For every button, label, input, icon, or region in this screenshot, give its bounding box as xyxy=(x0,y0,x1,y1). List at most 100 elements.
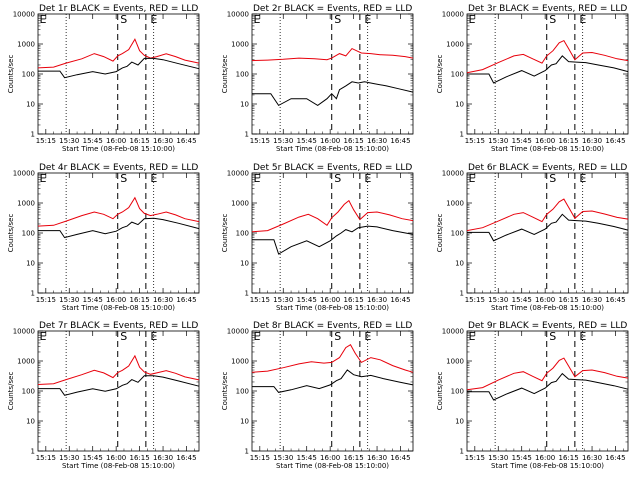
edge-marker-label: E xyxy=(40,330,47,343)
y-tick-label: 1 xyxy=(460,448,464,456)
panel-3: Det 3r BLACK = Events, RED = LLD 1 10 100 10… xyxy=(436,4,629,153)
y-axis-label: Counts/sec xyxy=(436,372,444,411)
x-tick-label: 15:30 xyxy=(59,137,79,145)
plot-frame xyxy=(251,330,414,452)
lld-series-line xyxy=(251,47,414,62)
x-tick-label: 16:45 xyxy=(605,454,625,462)
x-tick-label: 15:15 xyxy=(36,454,56,462)
plot-frame xyxy=(37,172,200,294)
x-tick-label: 16:45 xyxy=(605,137,625,145)
x-tick-label: 15:15 xyxy=(465,296,485,304)
panel-title: Det 3r BLACK = Events, RED = LLD xyxy=(468,4,627,14)
y-tick-label: 1 xyxy=(245,131,249,139)
y-axis-label: Counts/sec xyxy=(436,214,444,253)
x-tick-label: 15:15 xyxy=(465,454,485,462)
start-marker-label: S xyxy=(549,330,556,343)
x-tick-label: 16:45 xyxy=(390,137,410,145)
edge-marker-label: E xyxy=(40,172,47,185)
x-tick-label: 15:45 xyxy=(297,296,317,304)
plot-frame xyxy=(466,13,629,135)
end-marker-label: E xyxy=(150,13,157,26)
panel-4: Det 4r BLACK = Events, RED = LLD 1 10 100 10… xyxy=(7,163,200,312)
y-tick-label: 1 xyxy=(460,290,464,298)
y-tick-label: 100 xyxy=(451,388,464,396)
y-tick-label: 100 xyxy=(236,71,249,79)
y-tick-label: 10000 xyxy=(227,11,249,19)
events-series-line xyxy=(467,372,629,401)
y-tick-label: 1 xyxy=(31,131,35,139)
y-tick-label: 10000 xyxy=(13,11,35,19)
x-tick-label: 15:30 xyxy=(273,137,293,145)
y-tick-label: 10 xyxy=(455,260,464,268)
x-axis-label: Start Time (08-Feb-08 15:10:00) xyxy=(276,304,389,312)
x-tick-label: 16:00 xyxy=(535,454,555,462)
y-tick-label: 1 xyxy=(460,131,464,139)
x-tick-label: 15:45 xyxy=(512,296,532,304)
x-tick-label: 15:45 xyxy=(83,454,103,462)
x-tick-label: 16:45 xyxy=(390,454,410,462)
panel-5: Det 5r BLACK = Events, RED = LLD 1 10 100 10… xyxy=(221,163,414,312)
x-tick-label: 16:30 xyxy=(582,137,602,145)
panel-title: Det 1r BLACK = Events, RED = LLD xyxy=(39,4,198,14)
start-marker-label: S xyxy=(120,13,127,26)
x-tick-label: 16:15 xyxy=(344,454,364,462)
x-tick-label: 16:00 xyxy=(320,296,340,304)
x-tick-label: 15:45 xyxy=(512,454,532,462)
x-tick-label: 15:45 xyxy=(83,296,103,304)
y-tick-label: 1000 xyxy=(17,41,35,49)
x-tick-label: 16:30 xyxy=(367,454,387,462)
y-tick-label: 1000 xyxy=(446,358,464,366)
x-tick-label: 16:15 xyxy=(559,454,579,462)
end-marker-label: E xyxy=(579,330,586,343)
y-tick-label: 10000 xyxy=(227,328,249,336)
panel-7: Det 7r BLACK = Events, RED = LLD 1 10 100 10… xyxy=(7,321,200,470)
y-tick-label: 10 xyxy=(455,101,464,109)
y-tick-label: 1 xyxy=(31,290,35,298)
x-axis-label: Start Time (08-Feb-08 15:10:00) xyxy=(62,145,175,153)
x-tick-label: 16:30 xyxy=(367,137,387,145)
panel-title: Det 5r BLACK = Events, RED = LLD xyxy=(253,163,412,173)
panel-2: Det 2r BLACK = Events, RED = LLD 1 10 100 10… xyxy=(221,4,414,153)
x-tick-label: 16:15 xyxy=(344,137,364,145)
edge-marker-label: E xyxy=(254,13,261,26)
y-tick-label: 10 xyxy=(26,260,35,268)
x-tick-label: 16:00 xyxy=(106,296,126,304)
edge-marker-label: E xyxy=(469,330,476,343)
lld-series-line xyxy=(466,357,629,391)
plot-frame xyxy=(466,172,629,294)
panel-title: Det 6r BLACK = Events, RED = LLD xyxy=(468,163,627,173)
events-series-line xyxy=(38,375,200,396)
x-tick-label: 15:15 xyxy=(36,296,56,304)
x-tick-label: 16:00 xyxy=(106,137,126,145)
x-tick-label: 16:45 xyxy=(176,296,196,304)
x-axis-label: Start Time (08-Feb-08 15:10:00) xyxy=(276,462,389,470)
y-tick-label: 1000 xyxy=(446,41,464,49)
y-tick-label: 10000 xyxy=(442,328,464,336)
y-tick-label: 10000 xyxy=(227,170,249,178)
lld-series-line xyxy=(251,199,414,233)
edge-marker-label: E xyxy=(469,172,476,185)
edge-marker-label: E xyxy=(254,172,261,185)
end-marker-label: E xyxy=(579,172,586,185)
panel-1: Det 1r BLACK = Events, RED = LLD 1 10 100 10… xyxy=(7,4,200,153)
x-tick-label: 15:30 xyxy=(488,296,508,304)
events-series-line xyxy=(467,213,629,242)
y-tick-label: 10000 xyxy=(442,11,464,19)
plot-frame xyxy=(251,13,414,135)
y-tick-label: 100 xyxy=(236,230,249,238)
end-marker-label: E xyxy=(364,330,371,343)
x-axis-label: Start Time (08-Feb-08 15:10:00) xyxy=(491,462,604,470)
start-marker-label: S xyxy=(549,172,556,185)
y-tick-label: 10 xyxy=(240,260,249,268)
x-tick-label: 16:30 xyxy=(367,296,387,304)
y-tick-label: 100 xyxy=(451,230,464,238)
panel-title: Det 8r BLACK = Events, RED = LLD xyxy=(253,321,412,331)
panel-title: Det 4r BLACK = Events, RED = LLD xyxy=(39,163,198,173)
x-tick-label: 15:30 xyxy=(273,454,293,462)
x-tick-label: 15:15 xyxy=(250,454,270,462)
x-tick-label: 16:00 xyxy=(320,454,340,462)
x-tick-label: 15:30 xyxy=(59,454,79,462)
y-axis-label: Counts/sec xyxy=(7,372,15,411)
edge-marker-label: E xyxy=(254,330,261,343)
